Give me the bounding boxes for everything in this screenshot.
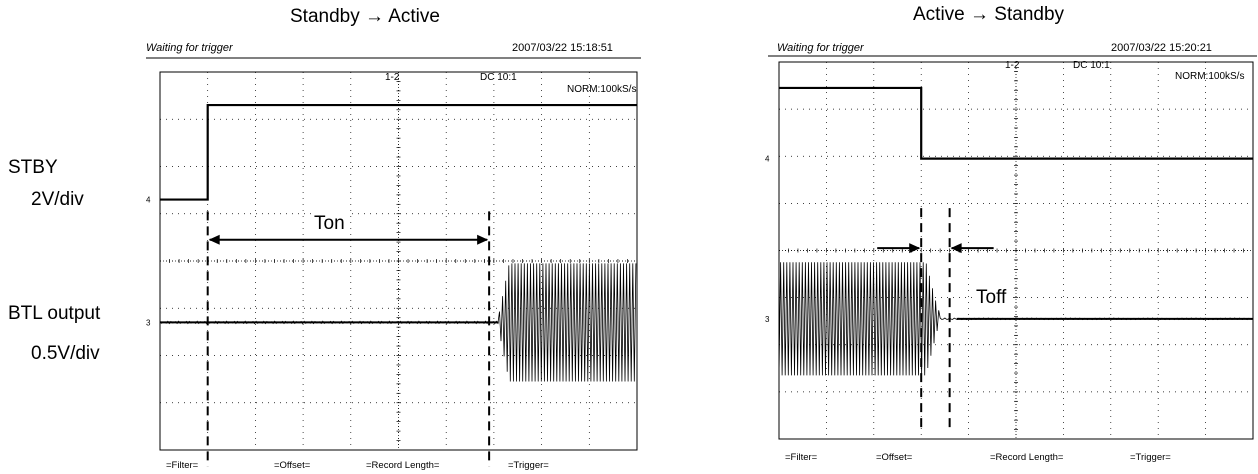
right-footer-filter: =Filter= — [785, 452, 818, 463]
left-footer-offset: =Offset= — [274, 460, 311, 471]
stby-scale-label: 2V/div — [31, 189, 84, 210]
right-mode-label: NORM:100kS/s — [1175, 71, 1245, 82]
left-mode-label: NORM:100kS/s — [567, 84, 637, 95]
ton-label: Ton — [312, 213, 347, 235]
toff-arrow-left-head — [909, 243, 921, 254]
left-channel-label: 1-2 — [385, 72, 400, 83]
left-stby-trace — [160, 103, 637, 201]
left-chart-title: Standby → Active — [290, 6, 440, 27]
left-scope-chart: 43 — [146, 57, 641, 467]
right-channel-label: 1-2 — [1005, 60, 1020, 69]
right-footer-trigger: =Trigger= — [1130, 452, 1171, 463]
right-ch1-ground-marker: 4 — [765, 155, 770, 164]
right-footer-offset: =Offset= — [876, 452, 913, 463]
right-stby-trace — [779, 86, 1253, 160]
ton-arrow-head-left — [208, 234, 220, 245]
stby-label: STBY — [8, 157, 58, 178]
left-timestamp: 2007/03/22 15:18:51 — [512, 42, 613, 54]
toff-label: Toff — [974, 287, 1009, 309]
right-footer-record-length: =Record Length= — [990, 452, 1064, 463]
right-scope-chart: 43 — [765, 55, 1257, 440]
btl-scale-label: 0.5V/div — [31, 343, 100, 364]
left-coupling-label: DC 10:1 — [480, 72, 517, 83]
right-timestamp: 2007/03/22 15:20:21 — [1111, 42, 1212, 54]
left-ch1-ground-marker: 4 — [146, 196, 151, 205]
left-footer-trigger: =Trigger= — [508, 460, 549, 471]
right-status-text: Waiting for trigger — [777, 42, 864, 54]
toff-arrow-right-head — [950, 243, 962, 254]
left-ch3-ground-marker: 3 — [146, 318, 151, 327]
right-chart-title: Active → Standby — [913, 4, 1065, 25]
ton-arrow-head-right — [477, 234, 489, 245]
right-coupling-label: DC 10:1 — [1073, 60, 1110, 69]
left-footer-record-length: =Record Length= — [366, 460, 440, 471]
btl-output-label: BTL output — [8, 303, 101, 324]
right-ch3-ground-marker: 3 — [765, 315, 770, 324]
left-status-text: Waiting for trigger — [146, 42, 233, 54]
left-footer-filter: =Filter= — [166, 460, 199, 471]
